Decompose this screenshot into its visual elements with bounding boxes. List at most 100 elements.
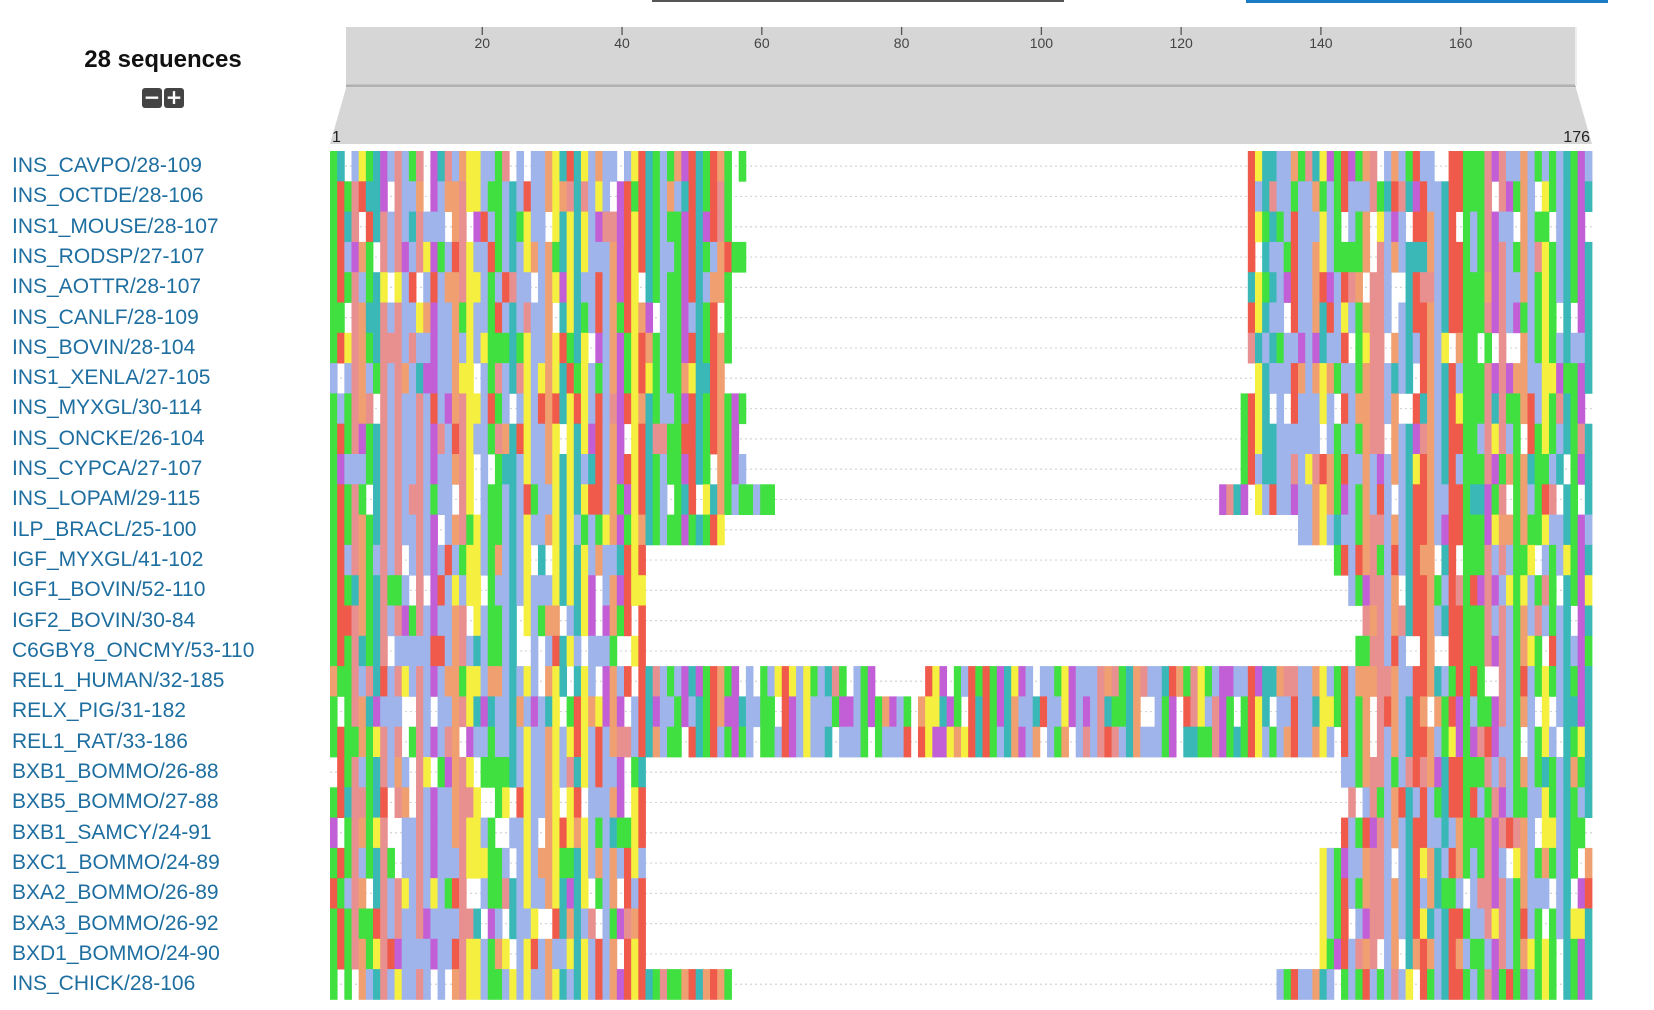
residue-cell: [1305, 484, 1313, 515]
residue-cell: [566, 817, 575, 849]
residue-cell: [982, 726, 991, 758]
alignment-row[interactable]: [330, 241, 1593, 273]
sequence-label[interactable]: BXB1_BOMMO/26-88: [12, 760, 219, 783]
alignment-row[interactable]: [330, 847, 1593, 879]
residue-cell: [688, 484, 697, 515]
residue-cell: [1455, 666, 1464, 697]
alignment-row[interactable]: [330, 302, 1593, 334]
sequence-label[interactable]: BXB5_BOMMO/27-88: [12, 790, 219, 814]
sequence-label[interactable]: IGF2_BOVIN/30-84: [12, 608, 196, 632]
sequence-label[interactable]: INS_MYXGL/30-114: [12, 396, 202, 420]
alignment-row[interactable]: [330, 393, 1592, 425]
residue-cell: [1204, 726, 1213, 758]
alignment-row[interactable]: [330, 696, 1593, 728]
residue-cell: [1577, 787, 1586, 818]
residue-cell: [1505, 514, 1514, 546]
residue-cell: [573, 363, 582, 394]
residue-cell: [846, 696, 854, 728]
residue-cell: [588, 817, 596, 849]
alignment-row[interactable]: [330, 454, 1593, 485]
sequence-label[interactable]: REL1_RAT/33-186: [12, 729, 188, 753]
alignment-row[interactable]: [330, 363, 1593, 394]
zoom-in-button[interactable]: +: [164, 85, 184, 109]
sequence-label[interactable]: BXA2_BOMMO/26-89: [12, 881, 219, 905]
residue-cell: [487, 726, 496, 758]
sequence-label[interactable]: BXC1_BOMMO/24-89: [12, 850, 220, 874]
residue-cell: [1505, 272, 1514, 303]
residue-cell: [1283, 454, 1292, 485]
sequence-label[interactable]: BXB1_SAMCY/24-91: [12, 820, 212, 844]
sequence-label[interactable]: INS_CAVPO/28-109: [12, 154, 202, 177]
alignment-row[interactable]: [330, 211, 1592, 243]
alignment-row[interactable]: [330, 484, 1593, 515]
sequence-label[interactable]: IGF_MYXGL/41-102: [12, 547, 204, 571]
sequence-label[interactable]: REL1_HUMAN/32-185: [12, 669, 225, 693]
residue-cell: [1448, 423, 1457, 455]
sequence-label[interactable]: BXA3_BOMMO/26-92: [12, 911, 219, 935]
sequence-label[interactable]: INS_CHICK/28-106: [12, 972, 196, 996]
alignment-row[interactable]: [330, 757, 1593, 788]
alignment-row[interactable]: [330, 575, 1593, 606]
sequence-label[interactable]: C6GBY8_ONCMY/53-110: [12, 638, 255, 662]
residue-cell: [559, 969, 568, 1000]
alignment-row[interactable]: [330, 726, 1593, 758]
alignment-row[interactable]: [330, 272, 1593, 303]
alignment-row[interactable]: [330, 605, 1593, 637]
alignment-row[interactable]: [330, 666, 1593, 697]
alignment-row[interactable]: [330, 514, 1593, 546]
sequence-label[interactable]: BXD1_BOMMO/24-90: [12, 941, 220, 965]
alignment-row[interactable]: [330, 908, 1593, 940]
viewer-tab-1[interactable]: [652, 0, 1064, 2]
residue-cell: [494, 454, 503, 485]
residue-cell: [1548, 938, 1557, 970]
sequence-label[interactable]: INS1_XENLA/27-105: [12, 366, 211, 390]
sequence-label[interactable]: INS_CANLF/28-109: [12, 305, 199, 329]
sequence-label[interactable]: INS_OCTDE/28-106: [12, 184, 204, 208]
residue-cell: [659, 666, 668, 697]
alignment-row[interactable]: [330, 332, 1593, 364]
residue-cell: [494, 696, 503, 728]
residue-cell: [1082, 726, 1091, 758]
zoom-out-button[interactable]: −: [142, 85, 162, 109]
alignment-row[interactable]: [330, 544, 1593, 576]
residue-cell: [1448, 151, 1457, 182]
alignment-matrix[interactable]: [330, 151, 1593, 1000]
sequence-label[interactable]: INS_ONCKE/26-104: [12, 426, 205, 450]
residue-cell: [996, 666, 1005, 697]
residue-cell: [1541, 575, 1550, 606]
sequence-label[interactable]: INS_RODSP/27-107: [12, 244, 205, 268]
residue-cell: [753, 484, 761, 515]
sequence-label[interactable]: INS1_MOUSE/28-107: [12, 214, 219, 238]
residue-cell: [1448, 544, 1457, 576]
sequence-label[interactable]: INS_CYPCA/27-107: [12, 457, 203, 480]
sequence-label[interactable]: INS_AOTTR/28-107: [12, 275, 202, 299]
residue-cell: [1434, 938, 1442, 970]
alignment-row[interactable]: [330, 938, 1593, 970]
residue-cell: [588, 181, 596, 212]
residue-cell: [1269, 332, 1277, 364]
alignment-row[interactable]: [330, 969, 1593, 1000]
residue-cell: [1305, 969, 1313, 1000]
alignment-row[interactable]: [330, 423, 1593, 455]
residue-cell: [631, 696, 639, 728]
residue-cell: [487, 363, 496, 394]
alignment-row[interactable]: [330, 635, 1593, 667]
alignment-row[interactable]: [330, 181, 1593, 212]
alignment-row[interactable]: [330, 787, 1593, 818]
alignment-row[interactable]: [330, 817, 1592, 849]
residue-cell: [1570, 757, 1579, 788]
sequence-label[interactable]: IGF1_BOVIN/52-110: [12, 578, 206, 602]
sequence-label[interactable]: ILP_BRACL/25-100: [12, 517, 197, 541]
residue-cell: [1018, 696, 1026, 728]
residue-cell: [1362, 241, 1371, 273]
residue-cell: [659, 302, 668, 334]
sequence-label[interactable]: RELX_PIG/31-182: [12, 699, 186, 723]
alignment-row[interactable]: [330, 878, 1593, 909]
viewer-tab-2-active[interactable]: [1246, 0, 1608, 3]
sequence-label[interactable]: INS_LOPAM/29-115: [12, 487, 201, 511]
residue-cell: [437, 363, 446, 394]
residue-cell: [537, 878, 546, 909]
sequence-label[interactable]: INS_BOVIN/28-104: [12, 335, 196, 359]
alignment-row[interactable]: [330, 151, 1593, 182]
